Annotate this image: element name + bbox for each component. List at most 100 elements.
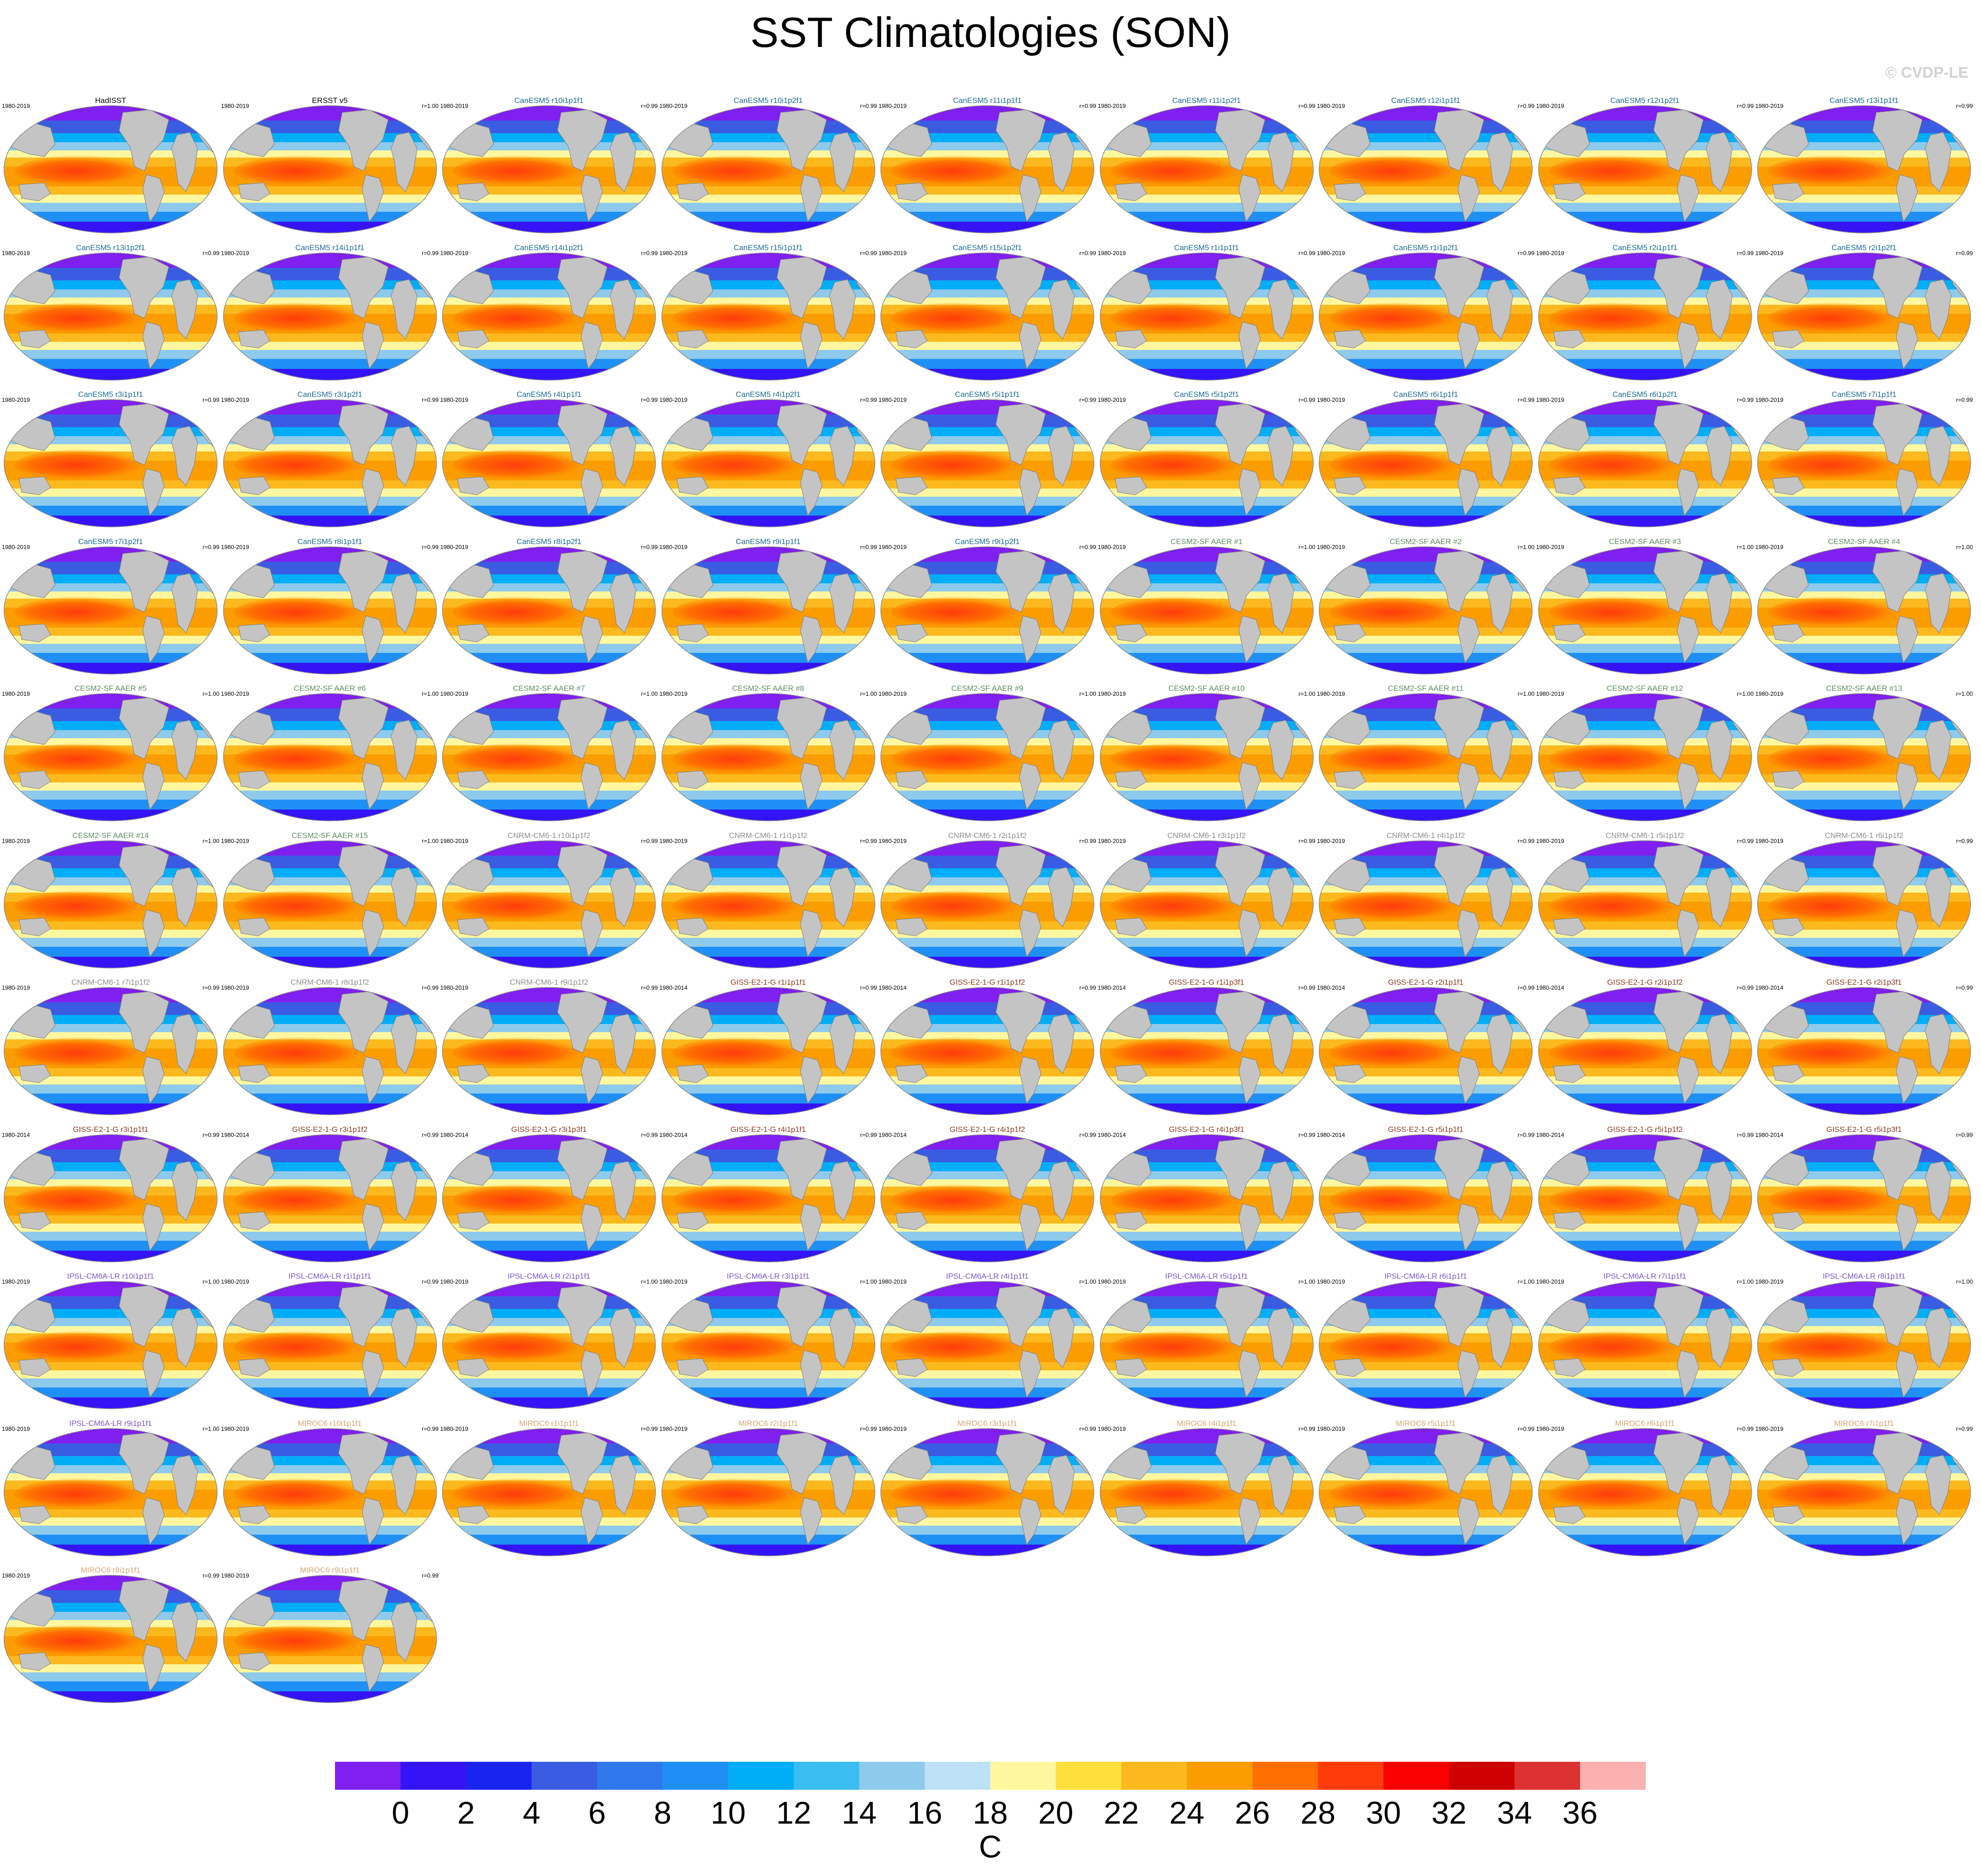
map-panel: 1980-2019 CanESM5 r6i1p1f1 r=0.99 bbox=[1316, 386, 1535, 531]
panel-period: 1980-2019 bbox=[1317, 690, 1345, 697]
panel-title: MIROC6 r6i1p1f1 bbox=[1615, 1419, 1675, 1428]
map-panel: 1980-2019 CESM2-SF AAER #6 r=1.00 bbox=[220, 680, 440, 825]
colorbar-swatch bbox=[859, 1762, 925, 1790]
sst-map bbox=[661, 693, 875, 821]
panel-pattern-correlation: r=0.99 bbox=[202, 543, 219, 550]
page-title: SST Climatologies (SON) bbox=[750, 9, 1231, 56]
map-panel: 1980-2019 CESM2-SF AAER #14 r=1.00 bbox=[1, 828, 220, 972]
colorbar-swatch bbox=[1121, 1762, 1187, 1790]
sst-map bbox=[442, 840, 656, 968]
colorbar-tick-label: 22 bbox=[1104, 1795, 1139, 1830]
panel-pattern-correlation: r=0.99 bbox=[1298, 396, 1316, 403]
map-panel: 1980-2019 MIROC6 r1i1p1f1 r=0.99 bbox=[439, 1415, 659, 1560]
panel-title: GISS-E2-1-G r5i1p1f2 bbox=[1607, 1125, 1683, 1134]
panel-title: CanESM5 r10i1p2f1 bbox=[733, 96, 803, 105]
panel-period: 1980-2019 bbox=[2, 984, 30, 991]
colorbar-tick-label: 4 bbox=[523, 1795, 540, 1830]
panel-period: 1980-2019 bbox=[879, 837, 907, 844]
panel-period: 1980-2019 bbox=[879, 1278, 907, 1285]
panel-pattern-correlation: r=0.99 bbox=[641, 837, 658, 844]
colorbar-swatch bbox=[925, 1762, 991, 1790]
panel-pattern-correlation: r=1.00 bbox=[1737, 1278, 1754, 1285]
panel-title: CanESM5 r11i1p2f1 bbox=[1172, 96, 1241, 105]
sst-map bbox=[880, 1281, 1094, 1409]
panel-period: 1980-2019 bbox=[879, 249, 907, 256]
map-panel: 1980-2019 CanESM5 r14i1p1f1 r=0.99 bbox=[220, 240, 440, 384]
map-panel: 1980-2019 IPSL-CM6A-LR r8i1p1f1 r=1.00 bbox=[1754, 1268, 1974, 1413]
sst-map bbox=[4, 1134, 218, 1262]
sst-map bbox=[1319, 252, 1533, 381]
sst-map bbox=[1319, 546, 1533, 675]
panel-title: MIROC6 r9i1p1f1 bbox=[300, 1566, 360, 1574]
panel-period: 1980-2019 bbox=[221, 690, 249, 697]
panel-pattern-correlation: r=1.00 bbox=[1517, 690, 1535, 697]
panel-pattern-correlation: r=1.00 bbox=[422, 102, 439, 109]
map-panel: 1980-2019 CanESM5 r14i1p2f1 r=0.99 bbox=[439, 240, 659, 384]
panel-pattern-correlation: r=0.99 bbox=[641, 249, 658, 256]
sst-map bbox=[1099, 399, 1314, 527]
panel-pattern-correlation: r=0.99 bbox=[860, 396, 877, 403]
panel-pattern-correlation: r=0.99 bbox=[860, 543, 877, 550]
panel-period: 1980-2019 bbox=[221, 1278, 249, 1285]
panel-pattern-correlation: r=1.00 bbox=[422, 837, 439, 844]
colorbar-swatch bbox=[1383, 1762, 1450, 1790]
colorbar-swatch bbox=[466, 1762, 532, 1790]
panel-title: MIROC6 r10i1p1f1 bbox=[298, 1419, 362, 1428]
sst-map bbox=[4, 1428, 218, 1556]
panel-period: 1980-2014 bbox=[1317, 1131, 1345, 1138]
panel-period: 1980-2014 bbox=[1317, 984, 1345, 991]
panel-title: GISS-E2-1-G r2i1p1f2 bbox=[1607, 978, 1683, 987]
map-panel: 1980-2019 CanESM5 r15i1p1f1 r=0.99 bbox=[659, 240, 878, 384]
map-panel: 1980-2019 CNRM-CM6-1 r7i1p1f2 r=0.99 bbox=[1, 974, 220, 1119]
panel-pattern-correlation: r=0.99 bbox=[1737, 396, 1754, 403]
panel-period: 1980-2014 bbox=[1755, 984, 1784, 991]
panel-pattern-correlation: r=1.00 bbox=[202, 837, 219, 844]
panel-pattern-correlation: r=0.99 bbox=[1737, 984, 1754, 991]
sst-map bbox=[442, 546, 656, 675]
sst-map bbox=[1757, 1134, 1971, 1262]
panel-title: CanESM5 r7i1p2f1 bbox=[78, 537, 143, 546]
sst-map bbox=[442, 693, 656, 821]
sst-map bbox=[880, 252, 1094, 381]
map-panel: 1980-2019 CanESM5 r11i1p1f1 r=0.99 bbox=[878, 93, 1097, 237]
panel-pattern-correlation: r=0.99 bbox=[1517, 1131, 1535, 1138]
panel-period: 1980-2019 bbox=[659, 102, 688, 109]
map-panel: 1980-2019 ERSST v5 r=1.00 bbox=[220, 93, 440, 237]
map-panel: 1980-2014 GISS-E2-1-G r1i1p1f1 r=0.99 bbox=[659, 974, 878, 1119]
sst-map bbox=[1538, 1134, 1752, 1262]
panel-title: IPSL-CM6A-LR r3i1p1f1 bbox=[726, 1272, 810, 1280]
panel-title: CanESM5 r1i1p1f1 bbox=[1174, 243, 1239, 252]
panel-title: CNRM-CM6-1 r5i1p1f2 bbox=[1605, 831, 1684, 840]
sst-map bbox=[4, 105, 218, 233]
panel-period: 1980-2019 bbox=[1317, 249, 1345, 256]
panel-pattern-correlation: r=1.00 bbox=[1517, 543, 1535, 550]
panel-title: CanESM5 r9i1p1f1 bbox=[735, 537, 801, 546]
sst-map bbox=[4, 252, 218, 381]
colorbar-tick-label: 20 bbox=[1038, 1795, 1074, 1830]
sst-map bbox=[4, 1281, 218, 1409]
panel-title: CNRM-CM6-1 r9i1p1f2 bbox=[510, 978, 588, 987]
panel-title: CNRM-CM6-1 r2i1p1f2 bbox=[948, 831, 1027, 840]
map-panel: 1980-2014 GISS-E2-1-G r4i1p1f2 r=0.99 bbox=[878, 1122, 1097, 1266]
panel-title: IPSL-CM6A-LR r7i1p1f1 bbox=[1603, 1272, 1687, 1280]
panel-period: 1980-2019 bbox=[440, 543, 469, 550]
map-panel: 1980-2019 CanESM5 r13i1p1f1 r=0.99 bbox=[1754, 93, 1974, 237]
panel-period: 1980-2019 bbox=[2, 249, 30, 256]
sst-map bbox=[1757, 987, 1971, 1115]
panel-title: IPSL-CM6A-LR r1i1p1f1 bbox=[288, 1272, 372, 1280]
map-panel: 1980-2019 CESM2-SF AAER #8 r=1.00 bbox=[659, 680, 878, 825]
sst-map bbox=[661, 1134, 875, 1262]
panel-pattern-correlation: r=1.00 bbox=[1079, 1278, 1096, 1285]
sst-map bbox=[1319, 693, 1533, 821]
panel-pattern-correlation: r=0.99 bbox=[1079, 837, 1096, 844]
sst-map bbox=[1099, 840, 1314, 968]
panel-title: CanESM5 r12i1p2f1 bbox=[1610, 96, 1680, 105]
map-panel: 1980-2019 MIROC6 r7i1p1f1 r=0.99 bbox=[1754, 1415, 1974, 1560]
panel-title: CESM2-SF AAER #11 bbox=[1388, 684, 1464, 693]
panel-title: CanESM5 r2i1p1f1 bbox=[1612, 243, 1678, 252]
panel-pattern-correlation: r=0.99 bbox=[1079, 102, 1096, 109]
sst-map bbox=[223, 1134, 437, 1262]
map-panel: 1980-2014 GISS-E2-1-G r2i1p3f1 r=0.99 bbox=[1754, 974, 1974, 1119]
sst-map bbox=[1757, 840, 1971, 968]
